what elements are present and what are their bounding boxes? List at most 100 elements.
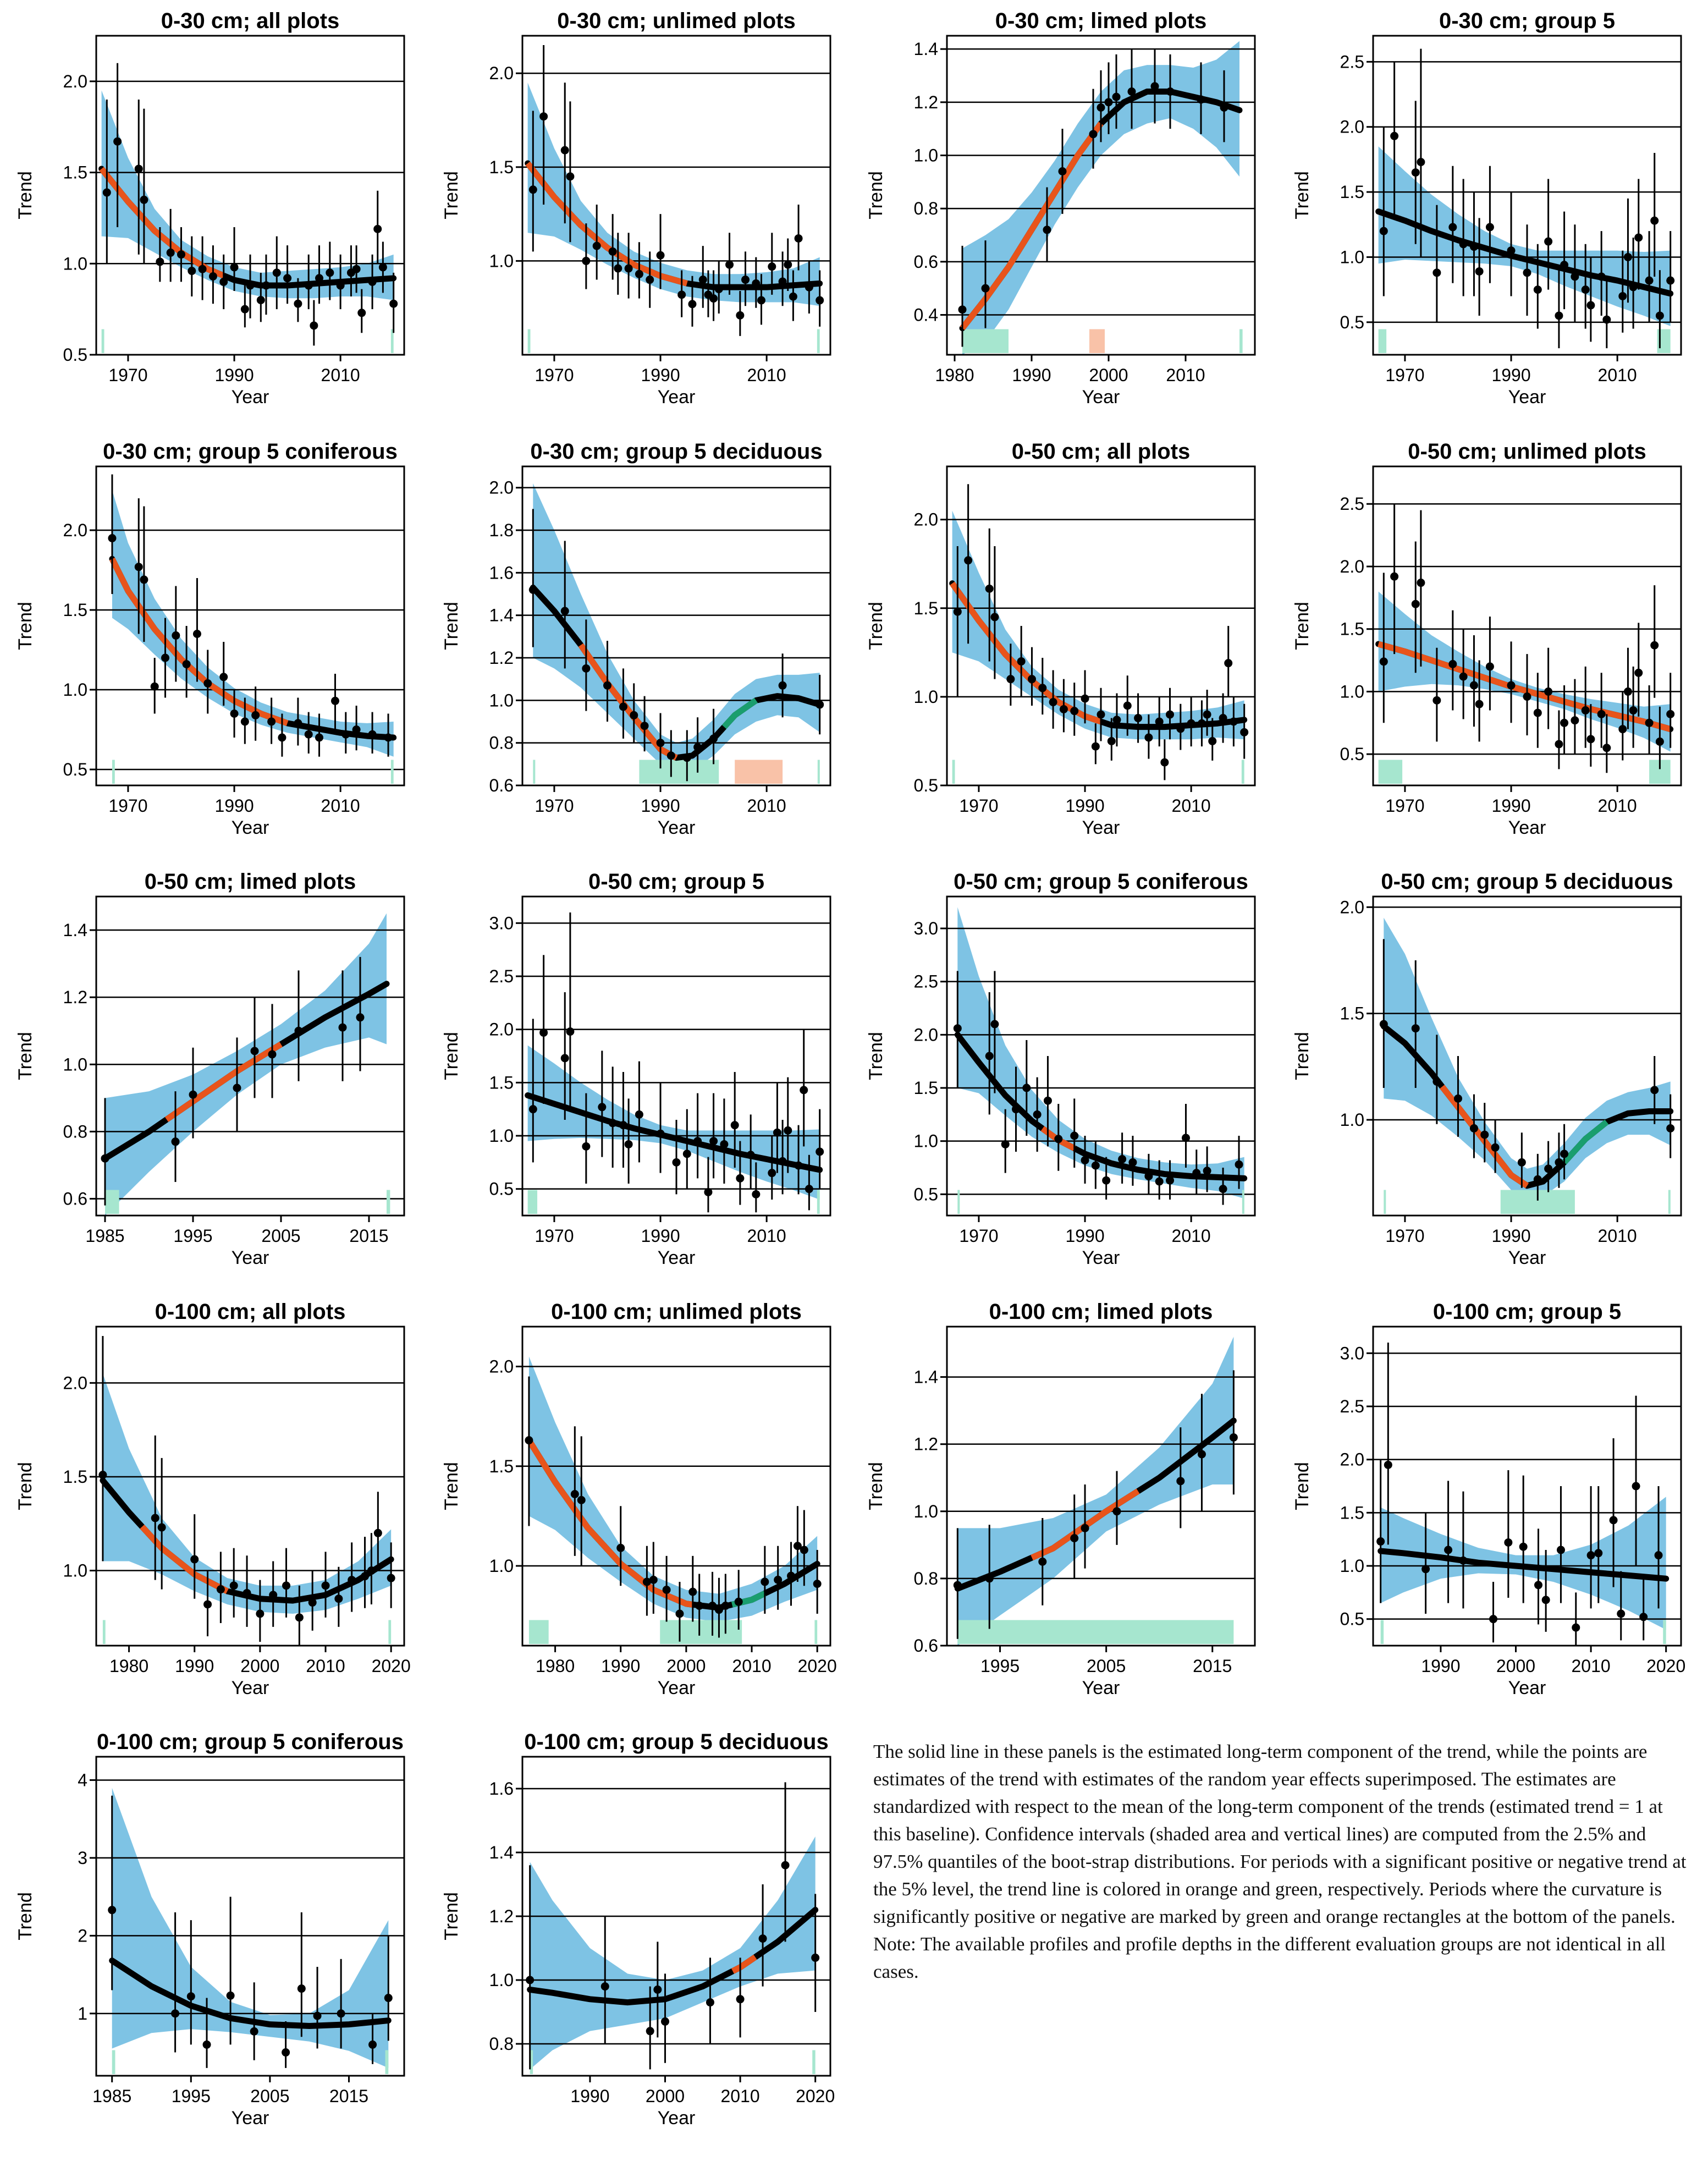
x-tick-label: 2010 <box>1598 1226 1637 1246</box>
data-point <box>709 734 718 743</box>
data-point <box>662 1586 671 1594</box>
data-point <box>1459 1556 1468 1565</box>
data-point <box>736 1995 745 2004</box>
chart-title: 0-30 cm; group 5 deciduous <box>530 439 822 464</box>
data-point <box>1134 714 1143 723</box>
chart-title: 0-50 cm; group 5 <box>588 870 764 894</box>
chart-panel-5: 0.5 1.0 1.5 2.0 1970 1990 2010 0-30 cm; group 5… <box>15 439 405 838</box>
y-tick-label: 1.4 <box>914 39 938 59</box>
data-point <box>774 1575 783 1584</box>
y-tick-label: 2.5 <box>1340 1396 1364 1416</box>
data-point <box>778 1157 787 1165</box>
x-tick-label: 1980 <box>935 365 974 385</box>
plot-area <box>522 483 830 785</box>
chart-title: 0-50 cm; limed plots <box>145 870 356 894</box>
data-point <box>1411 600 1420 608</box>
data-point <box>1390 131 1399 140</box>
data-point <box>336 281 345 290</box>
chart-panel-3: 0.4 0.6 0.8 1.0 1.2 1.4 1980 1990 2000 2010 0-30 c… <box>866 9 1256 408</box>
data-point <box>1422 1565 1430 1574</box>
data-point <box>1417 579 1425 587</box>
confidence-band <box>112 490 394 757</box>
data-point <box>1645 276 1654 285</box>
chart-title: 0-30 cm; all plots <box>161 9 340 33</box>
plot-frame <box>95 1756 405 2077</box>
x-axis-label: Year <box>1508 817 1546 838</box>
chart-title: 0-100 cm; unlimed plots <box>551 1300 802 1324</box>
data-point <box>1384 1460 1392 1469</box>
data-point <box>582 256 591 265</box>
chart-title: 0-30 cm; group 5 coniferous <box>103 439 398 464</box>
data-point <box>108 534 117 542</box>
confidence-band <box>102 1373 392 1614</box>
y-axis-label: Trend <box>15 1032 36 1080</box>
data-point <box>188 267 196 276</box>
y-tick-label: 0.8 <box>914 199 938 218</box>
data-point <box>736 1174 745 1183</box>
trend-segment-orange <box>960 122 1104 331</box>
curvature-marker-green <box>1241 760 1244 784</box>
x-tick-label: 2010 <box>1172 796 1211 816</box>
plot-frame <box>521 895 831 1217</box>
data-point <box>675 1609 684 1618</box>
plot-area <box>96 63 404 355</box>
curvature-marker-green <box>817 1190 820 1214</box>
data-point <box>656 739 665 747</box>
data-point <box>661 2017 670 2026</box>
data-point <box>1507 681 1516 690</box>
y-tick-label: 1.0 <box>1340 1110 1364 1130</box>
confidence-band <box>952 510 1244 740</box>
y-tick-label: 1.0 <box>1340 1556 1364 1576</box>
data-point <box>781 1861 790 1869</box>
data-point <box>608 247 617 256</box>
curvature-marker-green <box>390 329 394 353</box>
data-point <box>736 311 745 320</box>
data-point <box>784 1126 792 1135</box>
data-point <box>787 1571 796 1580</box>
trend-line <box>525 1092 823 1173</box>
y-tick-label: 1.5 <box>489 157 514 177</box>
data-point <box>784 260 792 269</box>
data-point <box>1666 710 1675 718</box>
y-tick-label: 1.4 <box>489 1843 514 1862</box>
data-point <box>166 248 175 257</box>
data-point <box>570 1490 579 1498</box>
data-point <box>741 276 750 284</box>
plot-frame <box>95 35 405 356</box>
data-point <box>208 272 217 281</box>
chart-panel-15: 0.6 0.8 1.0 1.2 1.4 1995 2005 2015 0-100 cm; lim… <box>866 1300 1256 1698</box>
data-point <box>1597 272 1606 281</box>
y-tick-label: 2.0 <box>63 1373 87 1393</box>
data-point <box>256 296 265 305</box>
y-tick-label: 1.0 <box>63 1561 87 1581</box>
chart-title: 0-30 cm; unlimed plots <box>557 9 795 33</box>
y-tick-label: 2.0 <box>489 1020 514 1040</box>
trend-segment-green <box>721 697 758 729</box>
y-tick-label: 1.5 <box>1340 1503 1364 1522</box>
chart-title: 0-100 cm; limed plots <box>989 1300 1213 1324</box>
y-tick-label: 2.0 <box>63 520 87 540</box>
data-point <box>240 305 249 314</box>
plot-area <box>947 1337 1255 1646</box>
data-point <box>624 1140 633 1148</box>
data-point <box>1240 728 1249 736</box>
data-point <box>1654 1551 1663 1560</box>
data-point <box>246 281 255 290</box>
x-tick-label: 2010 <box>747 796 786 816</box>
data-point <box>368 730 377 739</box>
data-point <box>1634 668 1643 677</box>
data-point <box>367 1566 376 1575</box>
data-point <box>1639 1613 1648 1621</box>
trend-segment-orange <box>1378 641 1672 732</box>
data-point <box>1555 311 1563 320</box>
data-point <box>387 1574 395 1582</box>
data-point <box>616 1543 625 1552</box>
data-point <box>778 277 787 286</box>
curvature-marker-green <box>639 760 719 784</box>
data-point <box>693 1137 702 1146</box>
data-point <box>758 1934 767 1943</box>
chart-panel-14: 1.0 1.5 2.0 1980 1990 2000 2010 2020 0-100 cm; u… <box>441 1300 837 1698</box>
x-tick-label: 2010 <box>1598 796 1637 816</box>
y-axis-label: Trend <box>15 1892 36 1940</box>
